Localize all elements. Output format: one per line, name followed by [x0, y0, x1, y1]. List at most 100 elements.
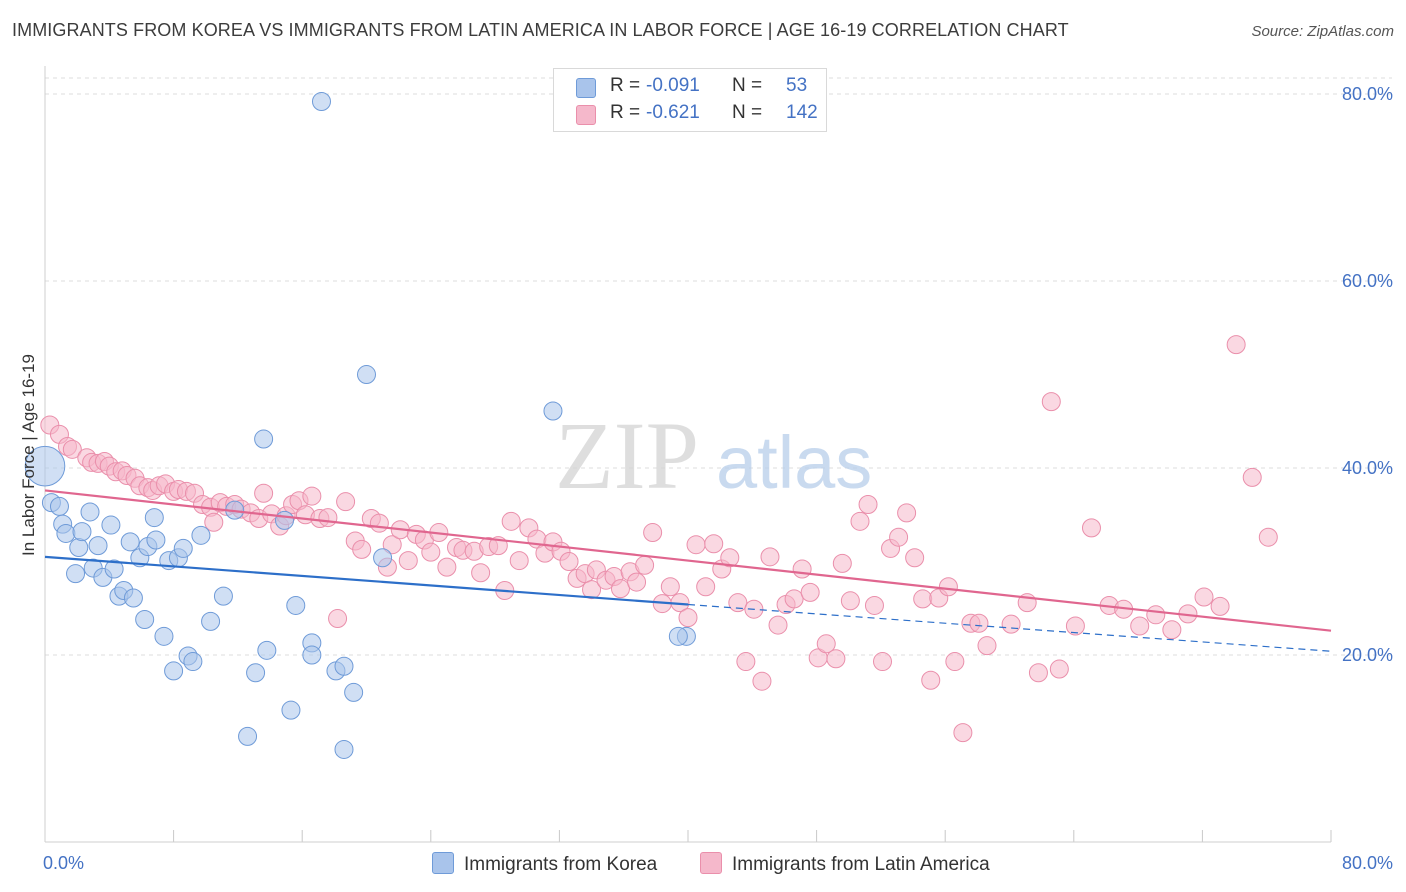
latin-point — [1130, 616, 1150, 636]
korea-point — [66, 564, 86, 584]
korea-point — [254, 429, 274, 449]
latin-point — [678, 608, 698, 628]
latin-point — [826, 649, 846, 669]
latin-point — [873, 652, 893, 672]
latin-point — [471, 563, 491, 583]
latin-point — [760, 547, 780, 567]
korea-point — [334, 739, 354, 759]
latin-point — [1001, 614, 1021, 634]
latin-point — [382, 535, 402, 555]
latin-point — [728, 593, 748, 613]
latin-point — [1258, 527, 1278, 547]
latin-trend-line — [44, 489, 1332, 632]
latin-point — [969, 613, 989, 633]
latin-point — [953, 723, 973, 743]
latin-point — [627, 572, 647, 592]
latin-point — [398, 551, 418, 571]
n-label: N = — [732, 75, 763, 96]
latin-point — [610, 579, 630, 599]
korea-point — [183, 652, 203, 672]
latin-point — [889, 527, 909, 547]
latin-legend-label: Immigrants from Latin America — [732, 854, 990, 875]
latin-point — [768, 615, 788, 635]
korea-point — [213, 586, 233, 606]
latin-point — [501, 511, 521, 531]
latin-point — [832, 553, 852, 573]
y-tick-label: 20.0% — [1342, 645, 1393, 665]
latin-point — [736, 652, 756, 672]
latin-point — [1162, 620, 1182, 640]
korea-point — [357, 365, 376, 385]
latin-swatch — [576, 105, 596, 125]
y-tick-label: 60.0% — [1342, 271, 1393, 291]
tick-labels: 20.0% 40.0% 60.0% 80.0% 0.0% 80.0% — [43, 84, 1393, 873]
latin-point — [752, 671, 772, 691]
latin-point — [897, 503, 917, 523]
korea-point — [154, 626, 174, 646]
korea-point — [257, 640, 277, 660]
latin-point — [938, 577, 958, 597]
y-axis-label: In Labor Force | Age 16-19 — [19, 354, 38, 556]
latin-point — [509, 551, 529, 571]
korea-point — [373, 548, 393, 568]
latin-point — [635, 555, 655, 575]
korea-point — [49, 496, 69, 516]
korea-point — [201, 611, 221, 631]
korea-point — [164, 661, 184, 681]
latin-point — [204, 512, 224, 532]
latin-point — [1049, 659, 1069, 679]
korea-point — [135, 609, 155, 629]
latin-point — [302, 486, 322, 506]
legend-item-korea: Immigrants from Korea — [432, 852, 657, 876]
latin-point — [850, 511, 870, 531]
y-tick-label: 80.0% — [1342, 84, 1393, 104]
korea-point — [275, 510, 295, 530]
latin-point — [686, 535, 706, 555]
latin-n-value: 142 — [786, 102, 818, 123]
korea-point — [24, 445, 66, 487]
y-tick-label: 40.0% — [1342, 458, 1393, 478]
latin-point — [945, 652, 965, 672]
latin-point — [437, 557, 457, 577]
x-tick-label: 80.0% — [1342, 853, 1393, 873]
latin-point — [913, 589, 933, 609]
latin-point — [369, 513, 389, 533]
latin-point — [1146, 605, 1166, 625]
korea-point — [88, 536, 108, 556]
source-label: Source: ZipAtlas.com — [1251, 23, 1394, 40]
latin-point — [800, 582, 820, 602]
latin-point — [559, 552, 579, 572]
korea-point — [144, 508, 164, 528]
latin-point — [704, 534, 724, 554]
korea-point — [104, 559, 124, 579]
watermark: ZIP atlas — [555, 402, 872, 509]
korea-point — [334, 656, 354, 676]
latin-point — [1242, 467, 1262, 487]
korea-point — [281, 700, 301, 720]
latin-point — [858, 494, 878, 514]
korea-point — [543, 401, 563, 421]
korea-point — [146, 530, 166, 550]
korea-point — [101, 515, 121, 535]
legend-item-latin: Immigrants from Latin America — [700, 852, 990, 876]
latin-point — [328, 609, 348, 629]
korea-swatch — [576, 78, 596, 98]
korea-trend-line — [44, 555, 689, 606]
trend-lines — [44, 489, 1332, 652]
latin-r-value: -0.621 — [646, 102, 700, 123]
korea-point — [286, 595, 306, 615]
latin-point — [1210, 596, 1230, 616]
latin-point — [318, 508, 338, 528]
korea-point — [72, 522, 92, 542]
korea-point — [120, 532, 140, 552]
latin-point — [1028, 663, 1048, 683]
correlation-legend: R = -0.091 N = 53 R = -0.621 N = 142 — [553, 68, 827, 132]
latin-point — [1041, 392, 1061, 412]
x-tick-label: 0.0% — [43, 853, 84, 873]
korea-point — [668, 626, 688, 646]
gridlines — [44, 77, 1392, 842]
korea-point — [344, 682, 364, 702]
latin-point — [905, 548, 925, 568]
latin-point — [660, 577, 680, 597]
latin-point — [1065, 616, 1085, 636]
